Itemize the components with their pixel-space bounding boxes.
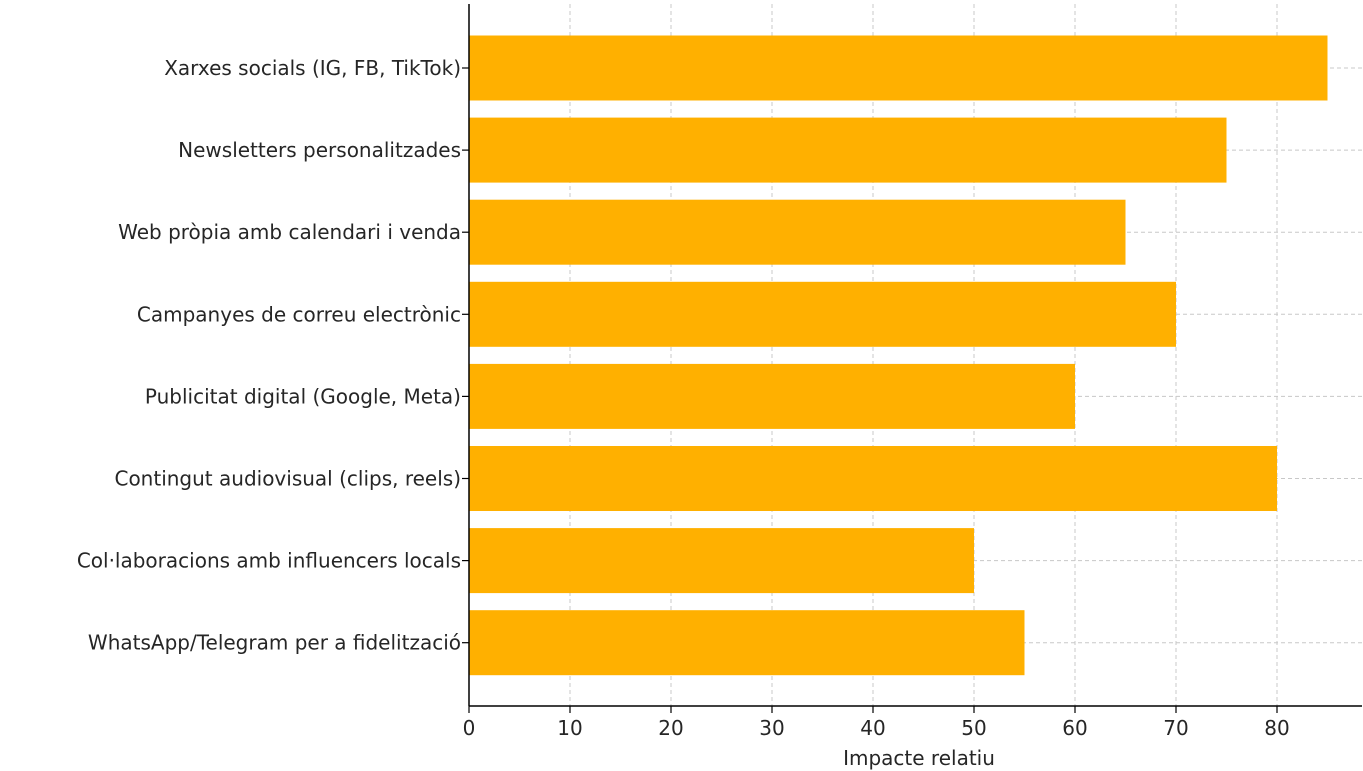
- bar: [469, 446, 1277, 511]
- bar: [469, 199, 1126, 265]
- x-tick-label: 0: [463, 716, 476, 740]
- category-label: Col·laboracions amb influencers locals: [77, 549, 461, 573]
- x-tick-label: 10: [557, 716, 582, 740]
- x-tick-label: 70: [1163, 716, 1188, 740]
- category-label: Xarxes socials (IG, FB, TikTok): [164, 56, 461, 80]
- bar: [469, 281, 1176, 347]
- x-tick-label: 50: [961, 716, 986, 740]
- x-tick-label: 60: [1062, 716, 1087, 740]
- category-label: Web pròpia amb calendari i venda: [118, 220, 461, 244]
- x-tick-label: 20: [658, 716, 683, 740]
- grid-lines: [469, 4, 1362, 706]
- bar: [469, 35, 1328, 101]
- bar: [469, 363, 1075, 429]
- bars: [469, 35, 1328, 676]
- category-label: Contingut audiovisual (clips, reels): [114, 467, 461, 491]
- category-label: Publicitat digital (Google, Meta): [145, 384, 461, 408]
- x-axis-title: Impacte relatiu: [843, 746, 995, 770]
- category-label: Campanyes de correu electrònic: [137, 302, 461, 326]
- x-tick-label: 30: [759, 716, 784, 740]
- x-tick-label: 80: [1264, 716, 1289, 740]
- bar: [469, 117, 1227, 183]
- bar: [469, 610, 1025, 676]
- category-label: Newsletters personalitzades: [178, 138, 461, 162]
- bar: [469, 528, 974, 594]
- category-label: WhatsApp/Telegram per a fidelització: [88, 631, 461, 655]
- x-tick-label: 40: [860, 716, 885, 740]
- axes: [462, 4, 1362, 713]
- labels: 0 10 20 30 40 50 60 70 80 Xarxes socials (IG, FB,…: [77, 56, 1290, 740]
